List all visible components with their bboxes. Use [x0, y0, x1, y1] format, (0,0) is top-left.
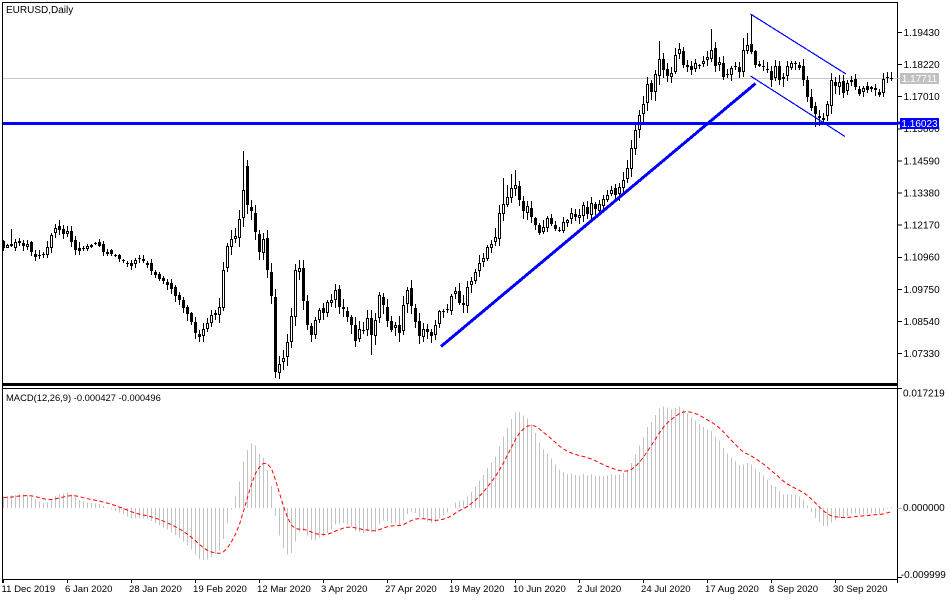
svg-text:0.000000: 0.000000 — [903, 503, 945, 514]
svg-text:1.16023: 1.16023 — [901, 119, 938, 130]
svg-text:17 Aug 2020: 17 Aug 2020 — [705, 584, 759, 595]
svg-text:-0.009999: -0.009999 — [901, 570, 946, 581]
svg-text:0.017219: 0.017219 — [903, 388, 945, 399]
svg-text:1.19430: 1.19430 — [904, 28, 941, 39]
svg-text:MACD(12,26,9) -0.000427 -0.000: MACD(12,26,9) -0.000427 -0.000496 — [6, 392, 161, 403]
svg-text:EURUSD,Daily: EURUSD,Daily — [6, 5, 73, 16]
svg-text:30 Sep 2020: 30 Sep 2020 — [833, 584, 887, 595]
svg-text:19 Feb 2020: 19 Feb 2020 — [193, 584, 247, 595]
svg-text:1.15800: 1.15800 — [904, 124, 941, 135]
svg-text:1.13380: 1.13380 — [904, 189, 941, 200]
svg-text:3 Apr 2020: 3 Apr 2020 — [321, 584, 367, 595]
svg-text:1.14590: 1.14590 — [904, 156, 941, 167]
svg-text:24 Jul 2020: 24 Jul 2020 — [641, 584, 691, 595]
svg-text:1.18220: 1.18220 — [904, 60, 941, 71]
svg-text:12 Mar 2020: 12 Mar 2020 — [257, 584, 311, 595]
svg-text:1.08540: 1.08540 — [904, 317, 941, 328]
svg-text:1.12170: 1.12170 — [904, 221, 941, 232]
svg-text:19 May 2020: 19 May 2020 — [449, 584, 504, 595]
svg-text:27 Apr 2020: 27 Apr 2020 — [385, 584, 437, 595]
svg-text:1.17711: 1.17711 — [902, 74, 938, 85]
svg-text:6 Jan 2020: 6 Jan 2020 — [65, 584, 112, 595]
svg-text:10 Jun 2020: 10 Jun 2020 — [513, 584, 566, 595]
svg-text:28 Jan 2020: 28 Jan 2020 — [129, 584, 182, 595]
svg-text:1.07330: 1.07330 — [904, 349, 941, 360]
svg-text:11 Dec 2019: 11 Dec 2019 — [2, 584, 56, 595]
svg-text:1.17010: 1.17010 — [904, 92, 941, 103]
svg-text:1.09750: 1.09750 — [904, 285, 941, 296]
svg-text:8 Sep 2020: 8 Sep 2020 — [769, 584, 818, 595]
svg-text:2 Jul 2020: 2 Jul 2020 — [577, 584, 621, 595]
svg-text:1.10960: 1.10960 — [904, 253, 941, 264]
